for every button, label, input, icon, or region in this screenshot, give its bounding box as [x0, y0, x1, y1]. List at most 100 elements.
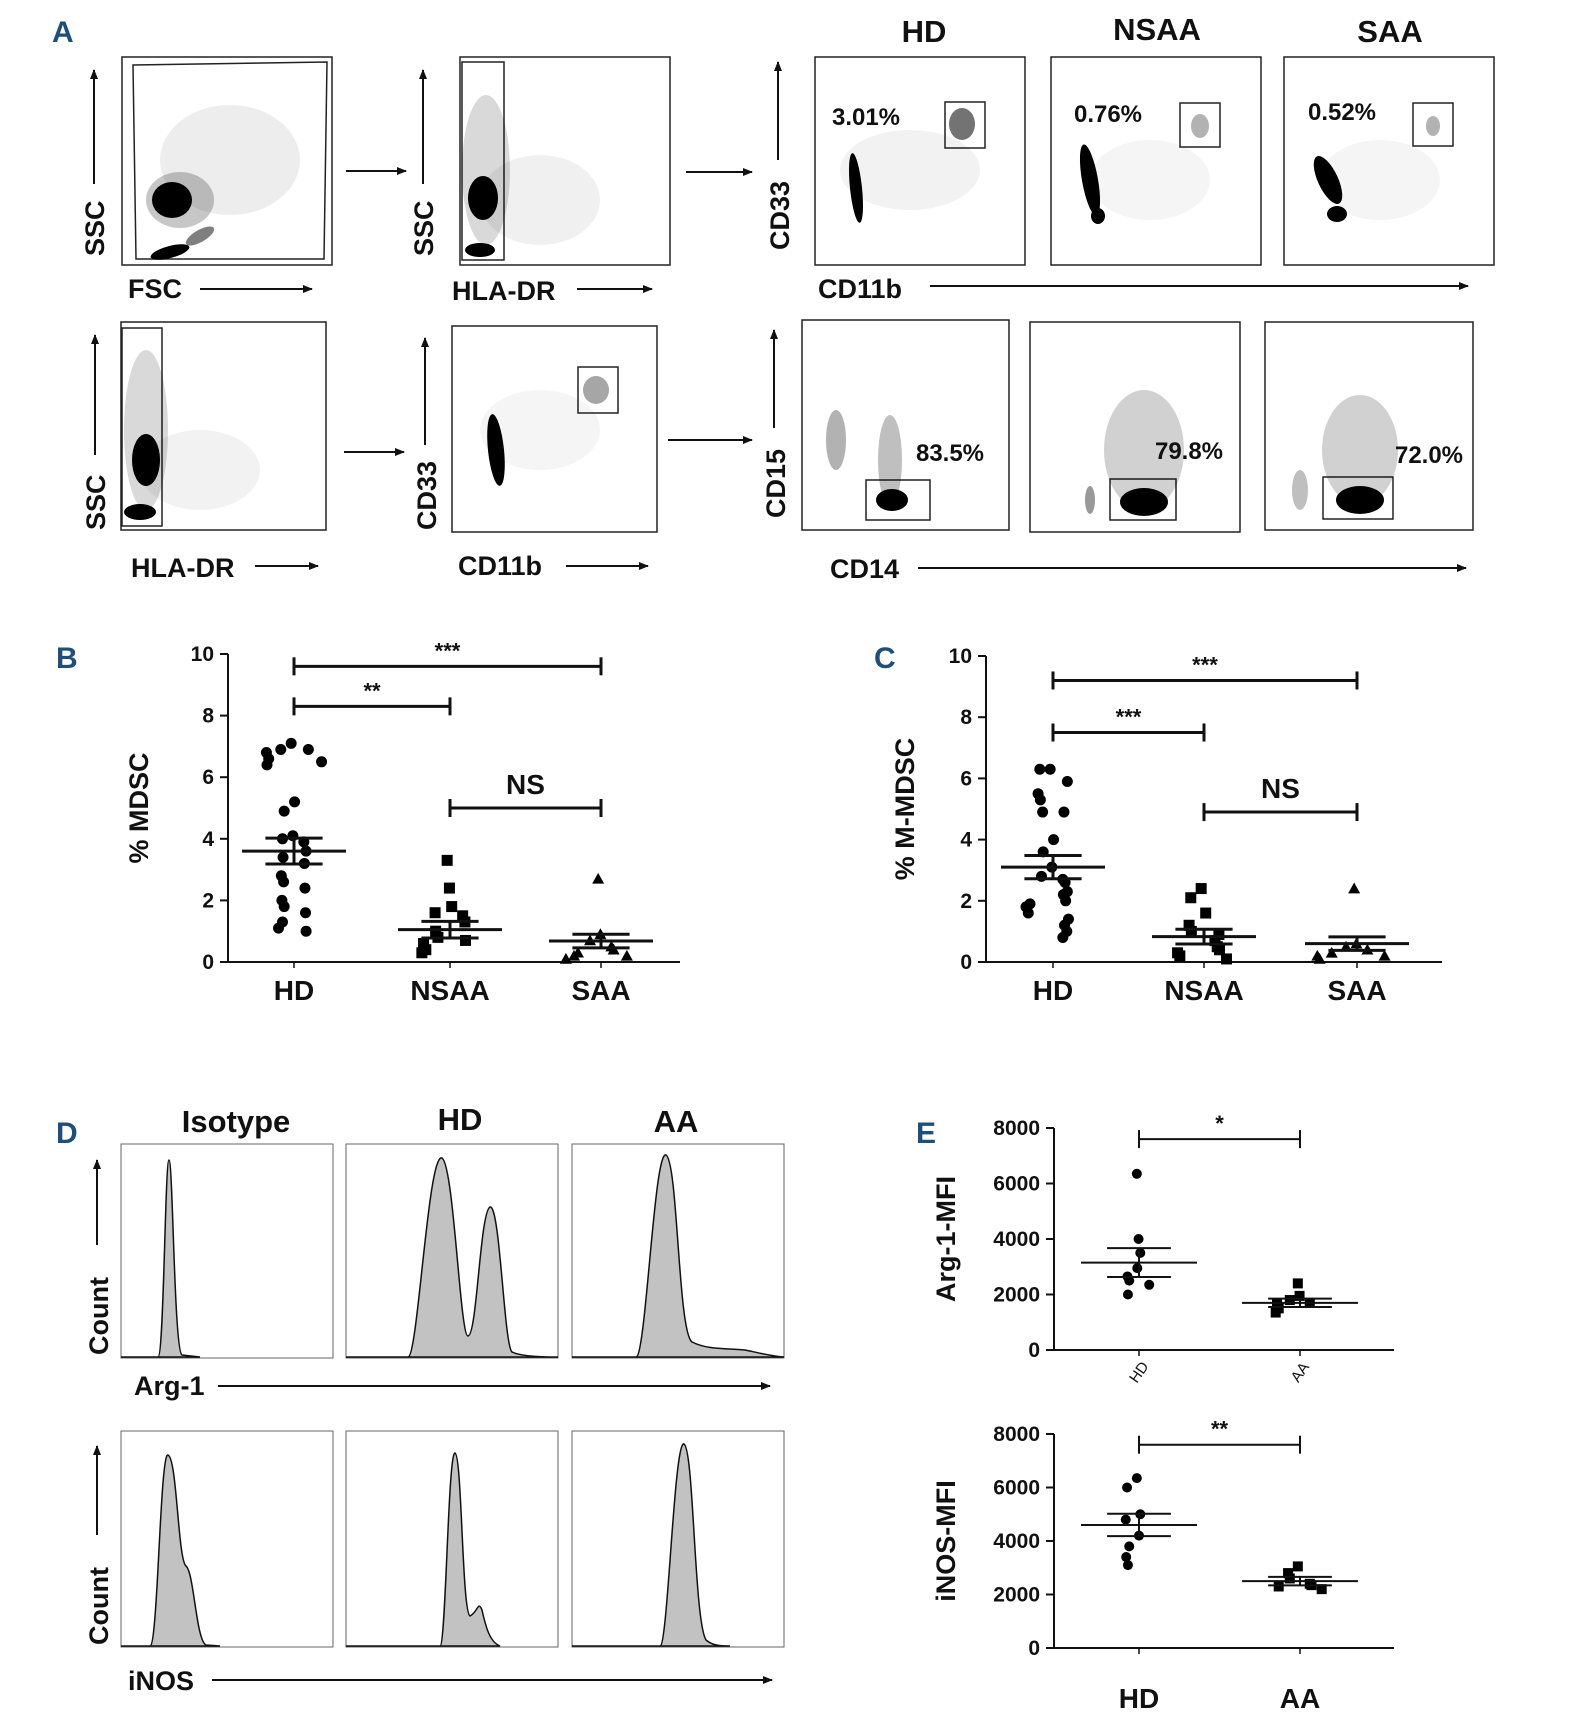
y-tick-label: 2 [960, 890, 972, 913]
data-point [300, 925, 312, 937]
xlabel-hladr-2: HLA-DR [131, 553, 234, 583]
chart-e-arg1-mfi: 0 2000 4000 6000 8000 Arg-1-MFI HD AA * [931, 1111, 1394, 1386]
data-point [1057, 932, 1069, 944]
data-point [1121, 1552, 1132, 1563]
gate-saa-mmdsc [1322, 476, 1394, 520]
group-header-nsaa: NSAA [1113, 12, 1201, 47]
x-category-label: HD [274, 975, 314, 1006]
data-point [430, 925, 442, 937]
data-point [1294, 1290, 1305, 1301]
data-point [1292, 1561, 1303, 1572]
data-point [1213, 944, 1225, 956]
significance-label: *** [435, 638, 461, 663]
ylabel-count-1: Count [84, 1277, 114, 1355]
data-point [1284, 1295, 1295, 1306]
y-tick-label: 6 [202, 766, 214, 789]
data-point [300, 907, 312, 919]
gate-hladr-neg [461, 61, 505, 261]
plot-hladr-ssc [459, 56, 671, 266]
xlabel-arg1: Arg-1 [134, 1371, 205, 1401]
data-point [459, 934, 471, 946]
x-category-label: AA [1280, 1683, 1320, 1714]
scatter-cloud-row2-2 [480, 376, 609, 486]
significance-label: NS [1261, 773, 1300, 804]
data-point [1135, 1247, 1146, 1258]
data-point [261, 759, 273, 771]
gate-nsaa-mdsc [1179, 102, 1221, 148]
y-axis-title: % MDSC [124, 752, 154, 863]
scatter-cloud-hladr-ssc [462, 95, 600, 257]
column-header-aa: AA [654, 1104, 699, 1139]
data-point [1213, 928, 1225, 940]
plot-hd-cd11b-cd33 [814, 56, 1026, 266]
x-category-label: SAA [1327, 975, 1386, 1006]
gate-nsaa-mmdsc [1109, 478, 1177, 521]
data-point [1131, 1473, 1142, 1484]
y-tick-label: 10 [949, 645, 972, 668]
scatter-cloud-hd [840, 108, 980, 223]
data-point [443, 882, 455, 894]
data-point [1284, 1573, 1295, 1584]
y-axis-title: Arg-1-MFI [931, 1176, 961, 1302]
data-point [1313, 952, 1326, 964]
gate-saa-mdsc [1412, 102, 1454, 147]
gate-hd-mmdsc [865, 479, 931, 521]
xlabel-fsc: FSC [128, 274, 182, 304]
gate-cells [132, 61, 328, 260]
xlabel-cd11b-2: CD11b [458, 551, 542, 581]
data-point [1340, 940, 1353, 952]
data-point [1209, 935, 1221, 947]
plot-nsaa-cd11b-cd33 [1050, 56, 1262, 266]
y-tick-label: 6 [960, 767, 972, 790]
x-category-label: NSAA [1164, 975, 1243, 1006]
hist-isotype-arg1 [120, 1143, 334, 1359]
data-point [1273, 1581, 1284, 1592]
hist-isotype-inos [120, 1430, 334, 1648]
data-point [1044, 763, 1056, 775]
data-point [1200, 907, 1212, 919]
data-point [1131, 1168, 1142, 1179]
panel-label-c: C [874, 642, 896, 675]
column-header-isotype: Isotype [182, 1104, 291, 1139]
data-point [1037, 806, 1049, 818]
hist-curve-isotype-inos [121, 1454, 221, 1647]
chart-e-inos-mfi: 0 2000 4000 6000 8000 iNOS-MFI HD AA ** [931, 1417, 1394, 1714]
data-point [285, 737, 297, 749]
y-axis-title: % M-MDSC [890, 738, 920, 881]
data-point [1195, 883, 1207, 895]
scatter-cloud-hd-cd15 [826, 410, 908, 511]
data-point [429, 907, 441, 919]
hist-curve-aa-inos [572, 1443, 731, 1647]
data-point [1058, 806, 1070, 818]
data-point [1122, 1560, 1133, 1571]
data-point [418, 938, 430, 950]
panel-a: HD NSAA SAA [80, 12, 1495, 584]
significance-label: NS [506, 769, 545, 800]
significance-label: ** [363, 678, 381, 703]
hist-curve-aa-arg1 [572, 1154, 785, 1358]
data-point [1220, 953, 1232, 965]
x-category-label: AA [1288, 1359, 1313, 1385]
y-tick-label: 4 [202, 828, 214, 851]
significance-label: *** [1192, 652, 1218, 677]
data-point [1061, 775, 1073, 787]
data-point [278, 805, 290, 817]
scatter-cloud-nsaa [1079, 114, 1210, 224]
y-axis-title: iNOS-MFI [931, 1480, 961, 1602]
data-point [559, 952, 572, 964]
data-point [1316, 1584, 1327, 1595]
plot-hladr-ssc-row2 [120, 321, 327, 531]
data-point [302, 743, 314, 755]
data-point [1144, 1279, 1155, 1290]
scatter-cloud-fsc-ssc [146, 105, 300, 260]
scatter-cloud-row2-1 [124, 350, 260, 520]
data-point [1034, 763, 1046, 775]
data-point [275, 743, 287, 755]
data-point [1133, 1234, 1144, 1244]
data-point [620, 949, 633, 961]
plot-fsc-ssc [121, 56, 333, 266]
data-point [1122, 1482, 1133, 1493]
hist-aa-arg1 [571, 1143, 785, 1359]
